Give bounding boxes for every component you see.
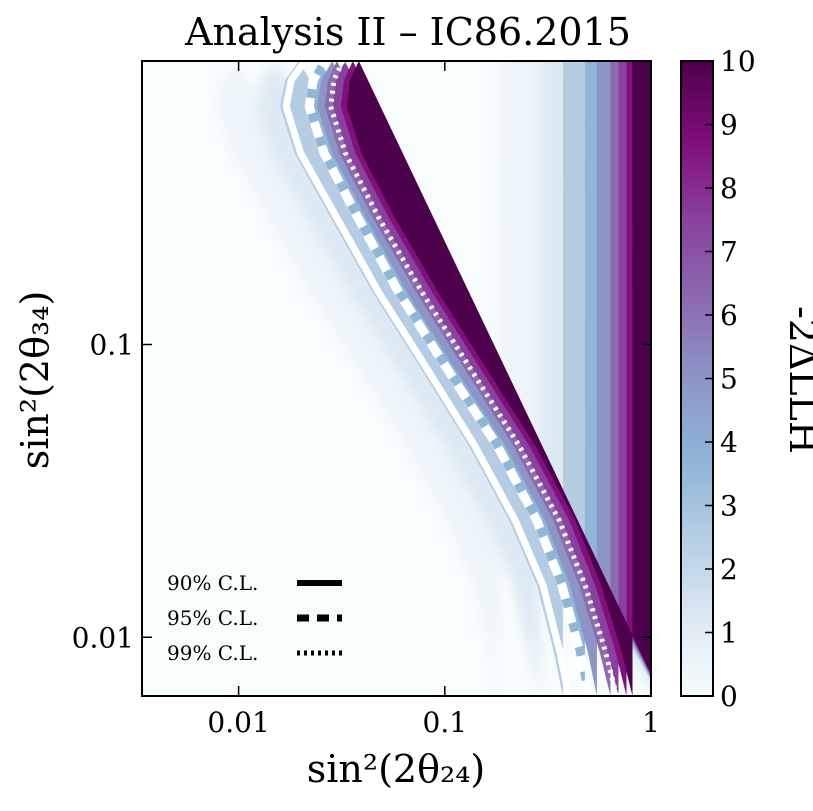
contour-layer bbox=[282, 61, 619, 696]
y-axis-ticks: 0.01 0.1 bbox=[72, 329, 651, 654]
colorbar-tick-label: 1 bbox=[720, 617, 738, 650]
x-axis-ticks: 0.01 0.1 1 bbox=[207, 61, 660, 739]
plot-frame bbox=[141, 60, 652, 697]
colorbar-tick-label: 0 bbox=[720, 680, 738, 713]
colorbar-label: -2ΔLLH bbox=[781, 306, 813, 454]
heat-region-max bbox=[346, 61, 651, 696]
x-tick-label: 0.1 bbox=[423, 706, 468, 739]
plot-area: 0.01 0.1 1 0.01 0.1 bbox=[72, 60, 660, 739]
colorbar-ticks: 0 1 2 3 4 5 6 7 8 9 10 bbox=[705, 45, 756, 713]
colorbar-tick-label: 9 bbox=[720, 109, 738, 142]
y-tick-label: 0.01 bbox=[72, 621, 134, 654]
x-tick-label: 0.01 bbox=[207, 706, 269, 739]
colorbar-tick-label: 4 bbox=[720, 426, 738, 459]
legend-label: 99% C.L. bbox=[167, 641, 258, 665]
colorbar-tick-label: 7 bbox=[720, 236, 738, 269]
colorbar-tick-label: 8 bbox=[720, 172, 738, 205]
colorbar-tick-label: 10 bbox=[720, 45, 756, 78]
x-axis-label: sin²(2θ₂₄) bbox=[307, 747, 486, 791]
colorbar-tick-label: 6 bbox=[720, 299, 738, 332]
colorbar-tick-label: 2 bbox=[720, 553, 738, 586]
contour-line-2 bbox=[304, 61, 594, 696]
colorbar: 0 1 2 3 4 5 6 7 8 9 10 -2ΔLLH bbox=[680, 45, 813, 713]
legend: 90% C.L. 95% C.L. 99% C.L. bbox=[167, 571, 342, 665]
legend-label: 90% C.L. bbox=[167, 571, 258, 595]
y-tick-label: 0.1 bbox=[89, 329, 134, 362]
colorbar-tick-label: 3 bbox=[720, 490, 738, 523]
y-axis-label: sin²(2θ₃₄) bbox=[13, 291, 57, 470]
legend-label: 95% C.L. bbox=[167, 606, 258, 630]
x-tick-label: 1 bbox=[642, 706, 660, 739]
contour-line-1 bbox=[282, 61, 573, 696]
colorbar-tick-label: 5 bbox=[720, 363, 738, 396]
chart-title: Analysis II – IC86.2015 bbox=[184, 10, 631, 54]
